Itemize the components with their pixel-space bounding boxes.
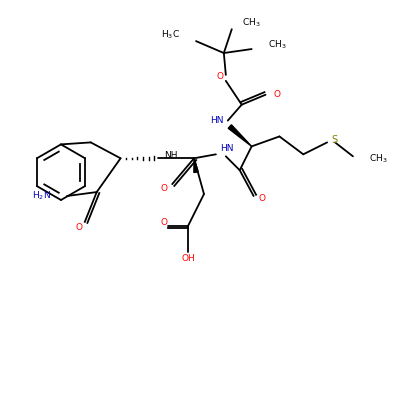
Text: H$_2$N: H$_2$N <box>32 190 51 202</box>
Text: S: S <box>331 136 337 146</box>
Text: O: O <box>258 194 265 202</box>
Text: CH$_3$: CH$_3$ <box>242 17 260 30</box>
Text: OH: OH <box>181 254 195 263</box>
Text: CH$_3$: CH$_3$ <box>369 152 388 164</box>
Text: O: O <box>75 223 82 232</box>
Text: H$_3$C: H$_3$C <box>161 29 180 42</box>
Polygon shape <box>194 158 198 172</box>
Text: NH: NH <box>164 151 178 160</box>
Text: HN: HN <box>210 116 224 125</box>
Text: HN: HN <box>220 144 233 153</box>
Text: O: O <box>161 218 168 227</box>
Polygon shape <box>228 125 252 146</box>
Text: O: O <box>161 184 168 192</box>
Text: O: O <box>216 72 223 81</box>
Text: CH$_3$: CH$_3$ <box>268 39 286 51</box>
Text: O: O <box>274 90 280 99</box>
